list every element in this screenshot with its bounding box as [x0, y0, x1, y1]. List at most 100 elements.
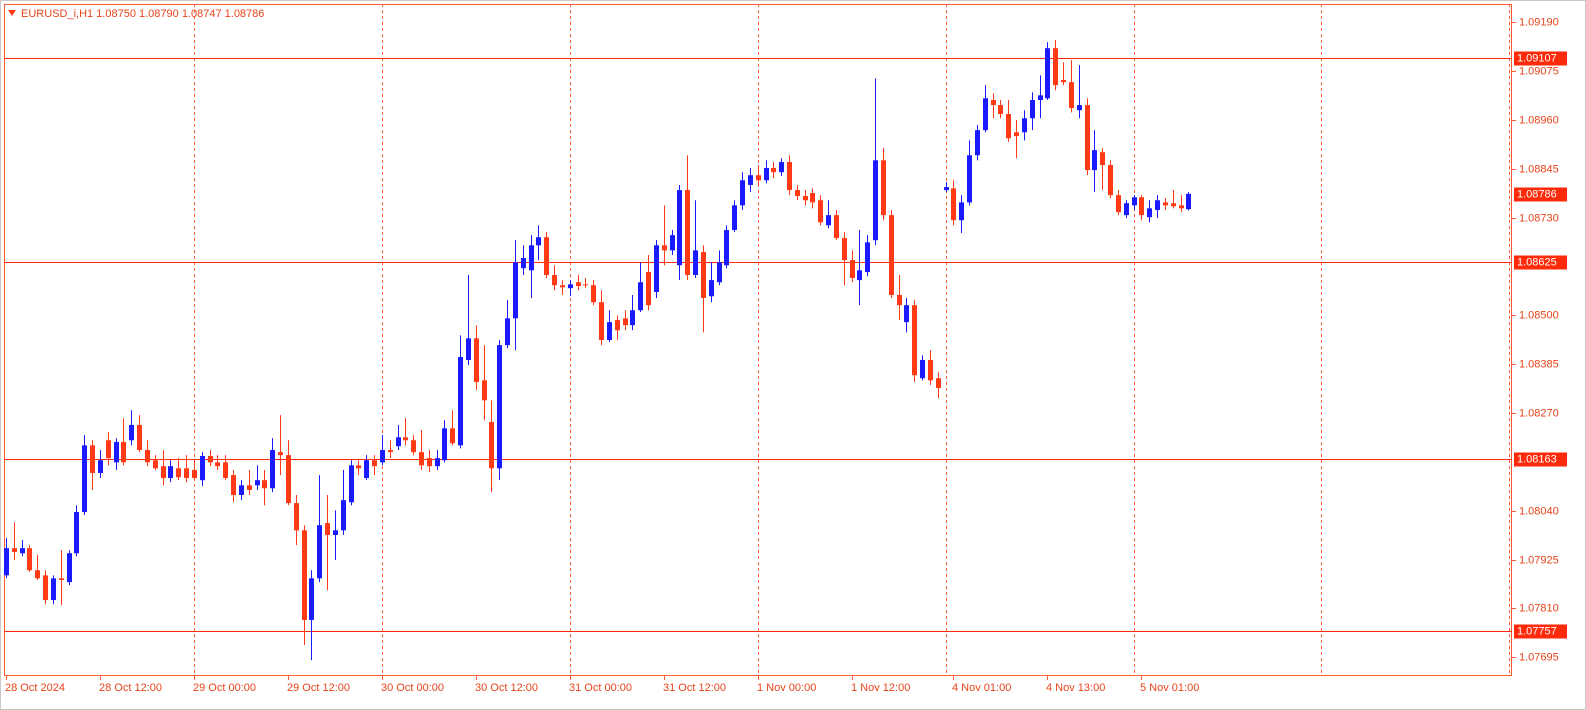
candle-body	[1045, 48, 1050, 99]
candle-body	[826, 215, 831, 226]
candle-body	[184, 468, 189, 479]
candle-body	[1022, 118, 1027, 133]
candle-body	[959, 202, 964, 221]
candle-body	[1132, 197, 1137, 206]
candle-body	[623, 318, 628, 326]
candle-body	[771, 167, 776, 173]
candle-body	[991, 100, 996, 106]
candle-body	[1030, 100, 1035, 119]
candle-body	[568, 284, 573, 289]
candle-body	[1100, 152, 1105, 165]
candle-body	[795, 190, 800, 196]
candle-body	[521, 258, 526, 269]
candle-body	[677, 190, 682, 266]
candle-body	[12, 548, 17, 552]
candle-body	[607, 322, 612, 340]
x-tick-label: 30 Oct 12:00	[475, 682, 538, 694]
x-tick-label: 29 Oct 12:00	[287, 682, 350, 694]
candle-body	[1139, 197, 1144, 216]
candle-body	[106, 440, 111, 459]
candle-body	[278, 452, 283, 456]
candle-body	[998, 105, 1003, 115]
candle-body	[748, 175, 753, 185]
candle-body	[474, 338, 479, 383]
candle-body	[200, 455, 205, 481]
candle-body	[1038, 95, 1043, 100]
candle-body	[881, 160, 886, 216]
candle-body	[349, 465, 354, 503]
candle-body	[536, 237, 541, 246]
candle-body	[576, 282, 581, 287]
candle-body	[928, 359, 933, 381]
candle-body	[27, 548, 32, 571]
candle-body	[842, 238, 847, 261]
candle-body	[1179, 205, 1184, 209]
candle-body	[1053, 48, 1058, 86]
horizontal-line-box	[1514, 51, 1567, 66]
candle-body	[192, 469, 197, 479]
y-tick-label: 1.09190	[1519, 16, 1559, 28]
candle-body	[818, 200, 823, 223]
x-tick-label: 31 Oct 00:00	[569, 682, 632, 694]
y-tick-label: 1.08040	[1519, 505, 1559, 517]
chart-title: EURUSD_i,H1 1.08750 1.08790 1.08747 1.08…	[21, 8, 264, 20]
candle-body	[897, 294, 902, 306]
candle-body	[646, 272, 651, 306]
candle-body	[317, 525, 322, 579]
candle-body	[215, 462, 220, 467]
horizontal-line-box	[1514, 452, 1567, 467]
candle-body	[1186, 193, 1191, 210]
candle-body	[74, 512, 79, 554]
x-tick-label: 1 Nov 00:00	[757, 682, 816, 694]
candle-body	[325, 523, 330, 535]
candle-body	[145, 450, 150, 463]
y-tick-label: 1.08960	[1519, 114, 1559, 126]
candle-body	[380, 450, 385, 463]
candle-body	[51, 578, 56, 600]
candle-body	[544, 237, 549, 276]
candle-body	[43, 575, 48, 600]
y-tick-label: 1.07925	[1519, 554, 1559, 566]
horizontal-line-label: 1.07757	[1517, 625, 1557, 637]
candle-body	[1069, 82, 1074, 109]
candle-body	[482, 380, 487, 401]
candle-body	[396, 437, 401, 447]
candle-body	[442, 428, 447, 461]
candle-body	[153, 460, 158, 469]
candle-body	[419, 452, 424, 466]
candle-body	[701, 252, 706, 298]
candle-body	[920, 359, 925, 379]
x-tick-label: 28 Oct 2024	[5, 682, 65, 694]
candle-body	[82, 445, 87, 513]
y-tick-label: 1.07695	[1519, 651, 1559, 663]
candle-body	[670, 235, 675, 251]
candle-body	[121, 441, 126, 463]
candle-body	[1014, 132, 1019, 137]
candle-body	[662, 245, 667, 251]
x-tick-label: 30 Oct 00:00	[381, 682, 444, 694]
candle-body	[1006, 114, 1011, 139]
y-tick-label: 1.07810	[1519, 602, 1559, 614]
candle-body	[1092, 150, 1097, 171]
y-tick-label: 1.08385	[1519, 358, 1559, 370]
candle-body	[1108, 164, 1113, 196]
candle-body	[411, 440, 416, 453]
candle-body	[583, 284, 588, 286]
candle-body	[560, 285, 565, 288]
candle-body	[372, 460, 377, 467]
last-price-label: 1.08786	[1517, 188, 1557, 200]
candle-body	[294, 503, 299, 531]
candle-body	[732, 205, 737, 230]
candle-body	[255, 480, 260, 486]
candle-body	[356, 465, 361, 469]
candle-body	[137, 424, 142, 451]
candle-body	[936, 378, 941, 388]
horizontal-line-label: 1.09107	[1517, 52, 1557, 64]
candle-body	[764, 167, 769, 181]
candle-body	[850, 260, 855, 278]
candle-body	[552, 275, 557, 286]
candle-body	[1171, 203, 1176, 207]
candle-body	[944, 187, 949, 191]
candle-body	[341, 500, 346, 531]
x-tick-label: 31 Oct 12:00	[663, 682, 726, 694]
